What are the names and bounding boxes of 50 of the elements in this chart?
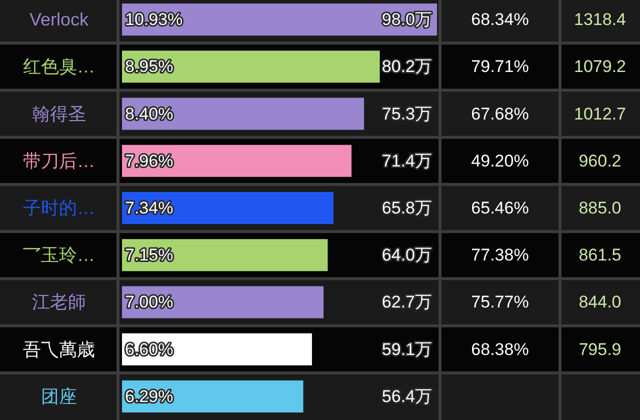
annotation: 7.00% xyxy=(125,292,174,312)
text: 1318.4 xyxy=(574,10,626,30)
text: 75.77% xyxy=(471,292,529,312)
y-tick-label: 子时的… xyxy=(23,198,95,218)
data-label: 80.2万 xyxy=(382,57,432,76)
text: 49.20% xyxy=(471,151,529,170)
text: 77.38% xyxy=(471,246,529,265)
annotation: 10.93% xyxy=(125,10,183,30)
data-label: 71.4万 xyxy=(382,151,432,170)
text: 68.38% xyxy=(471,340,529,359)
bar xyxy=(122,286,324,318)
bar xyxy=(122,98,364,130)
text: 1012.7 xyxy=(574,104,626,124)
text: 861.5 xyxy=(578,246,622,265)
y-tick-label: 江老師 xyxy=(32,292,86,312)
annotation: 7.34% xyxy=(125,198,174,218)
text: 844.0 xyxy=(578,292,622,312)
text: 795.9 xyxy=(578,340,622,359)
y-tick-label: 带刀后… xyxy=(23,150,95,171)
annotation: 7.15% xyxy=(125,246,174,265)
bar xyxy=(122,333,312,366)
text: 67.68% xyxy=(471,104,529,124)
y-tick-label: 乛玉玲… xyxy=(23,245,95,266)
text: 65.46% xyxy=(471,198,529,218)
data-label: 75.3万 xyxy=(382,104,432,124)
data-label: 56.4万 xyxy=(382,386,432,406)
bar xyxy=(122,192,334,224)
y-tick-label: Verlock xyxy=(29,10,90,30)
y-tick-label: 红色臭… xyxy=(23,56,95,77)
annotation: 8.95% xyxy=(125,57,174,76)
bar xyxy=(122,239,328,272)
data-label: 62.7万 xyxy=(382,292,432,312)
data-label: 59.1万 xyxy=(382,340,432,359)
annotation: 6.60% xyxy=(125,340,174,359)
annotation: 6.29% xyxy=(125,386,174,406)
annotation: 8.40% xyxy=(125,104,174,124)
text: 885.0 xyxy=(578,198,622,218)
y-tick-label: 吾乁萬歳 xyxy=(23,339,95,360)
data-label: 65.8万 xyxy=(382,198,432,218)
text: 960.2 xyxy=(578,151,622,170)
annotation: 7.96% xyxy=(125,151,174,170)
y-tick-label: 团座 xyxy=(41,386,77,406)
data-label: 64.0万 xyxy=(382,246,432,265)
y-tick-label: 翰得圣 xyxy=(32,104,86,124)
text: 79.71% xyxy=(471,57,529,76)
bar xyxy=(122,144,352,177)
bar xyxy=(122,50,380,83)
text: 1079.2 xyxy=(574,57,626,76)
text: 68.34% xyxy=(471,10,529,30)
data-label: 98.0万 xyxy=(382,10,432,30)
